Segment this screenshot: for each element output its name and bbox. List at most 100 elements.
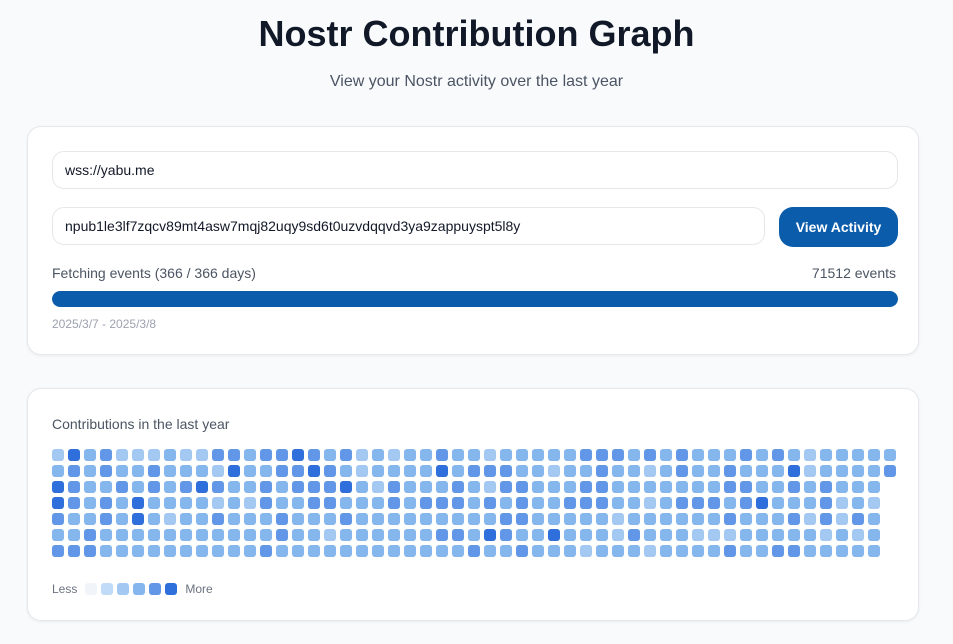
contribution-cell[interactable] [804, 513, 816, 525]
contribution-cell[interactable] [244, 529, 256, 541]
contribution-cell[interactable] [260, 481, 272, 493]
contribution-cell[interactable] [500, 545, 512, 557]
contribution-cell[interactable] [740, 449, 752, 461]
contribution-cell[interactable] [148, 529, 160, 541]
contribution-cell[interactable] [100, 449, 112, 461]
contribution-cell[interactable] [164, 449, 176, 461]
contribution-cell[interactable] [116, 497, 128, 509]
contribution-cell[interactable] [468, 497, 480, 509]
contribution-cell[interactable] [852, 481, 864, 493]
contribution-cell[interactable] [148, 449, 160, 461]
contribution-cell[interactable] [308, 449, 320, 461]
contribution-cell[interactable] [548, 465, 560, 477]
contribution-cell[interactable] [308, 481, 320, 493]
contribution-cell[interactable] [484, 545, 496, 557]
contribution-cell[interactable] [836, 449, 848, 461]
contribution-cell[interactable] [372, 529, 384, 541]
contribution-cell[interactable] [548, 513, 560, 525]
contribution-cell[interactable] [404, 545, 416, 557]
contribution-cell[interactable] [292, 513, 304, 525]
contribution-cell[interactable] [228, 465, 240, 477]
contribution-cell[interactable] [196, 545, 208, 557]
contribution-cell[interactable] [516, 545, 528, 557]
contribution-cell[interactable] [148, 545, 160, 557]
contribution-cell[interactable] [868, 545, 880, 557]
contribution-cell[interactable] [52, 545, 64, 557]
contribution-cell[interactable] [132, 465, 144, 477]
contribution-cell[interactable] [84, 449, 96, 461]
relay-url-input[interactable] [52, 151, 898, 189]
contribution-cell[interactable] [116, 513, 128, 525]
contribution-cell[interactable] [852, 529, 864, 541]
contribution-cell[interactable] [404, 529, 416, 541]
contribution-cell[interactable] [164, 465, 176, 477]
contribution-cell[interactable] [516, 513, 528, 525]
contribution-cell[interactable] [724, 545, 736, 557]
contribution-cell[interactable] [676, 449, 688, 461]
contribution-cell[interactable] [68, 497, 80, 509]
contribution-cell[interactable] [68, 513, 80, 525]
npub-input[interactable] [52, 207, 765, 245]
contribution-cell[interactable] [340, 529, 352, 541]
contribution-cell[interactable] [788, 449, 800, 461]
contribution-cell[interactable] [468, 529, 480, 541]
contribution-cell[interactable] [436, 449, 448, 461]
contribution-cell[interactable] [836, 529, 848, 541]
contribution-cell[interactable] [436, 481, 448, 493]
contribution-cell[interactable] [788, 465, 800, 477]
contribution-cell[interactable] [468, 545, 480, 557]
contribution-cell[interactable] [820, 513, 832, 525]
contribution-cell[interactable] [244, 513, 256, 525]
contribution-cell[interactable] [516, 529, 528, 541]
contribution-cell[interactable] [244, 465, 256, 477]
contribution-cell[interactable] [84, 529, 96, 541]
contribution-cell[interactable] [484, 513, 496, 525]
contribution-cell[interactable] [708, 513, 720, 525]
contribution-cell[interactable] [260, 465, 272, 477]
contribution-cell[interactable] [852, 545, 864, 557]
contribution-cell[interactable] [788, 497, 800, 509]
contribution-cell[interactable] [692, 545, 704, 557]
contribution-cell[interactable] [340, 465, 352, 477]
contribution-cell[interactable] [260, 513, 272, 525]
contribution-cell[interactable] [612, 529, 624, 541]
contribution-cell[interactable] [84, 497, 96, 509]
contribution-cell[interactable] [676, 513, 688, 525]
contribution-cell[interactable] [708, 529, 720, 541]
contribution-cell[interactable] [612, 449, 624, 461]
contribution-cell[interactable] [804, 529, 816, 541]
contribution-cell[interactable] [580, 529, 592, 541]
contribution-cell[interactable] [532, 529, 544, 541]
contribution-cell[interactable] [276, 513, 288, 525]
contribution-cell[interactable] [740, 545, 752, 557]
contribution-cell[interactable] [212, 449, 224, 461]
contribution-cell[interactable] [676, 465, 688, 477]
contribution-cell[interactable] [276, 449, 288, 461]
contribution-cell[interactable] [372, 449, 384, 461]
contribution-cell[interactable] [868, 481, 880, 493]
contribution-cell[interactable] [516, 465, 528, 477]
contribution-cell[interactable] [676, 481, 688, 493]
contribution-cell[interactable] [356, 529, 368, 541]
contribution-cell[interactable] [212, 465, 224, 477]
contribution-cell[interactable] [580, 465, 592, 477]
contribution-cell[interactable] [660, 497, 672, 509]
contribution-cell[interactable] [212, 513, 224, 525]
contribution-cell[interactable] [868, 449, 880, 461]
contribution-cell[interactable] [676, 497, 688, 509]
contribution-cell[interactable] [116, 529, 128, 541]
contribution-cell[interactable] [628, 545, 640, 557]
contribution-cell[interactable] [708, 465, 720, 477]
contribution-cell[interactable] [52, 513, 64, 525]
contribution-cell[interactable] [564, 465, 576, 477]
contribution-cell[interactable] [452, 465, 464, 477]
contribution-cell[interactable] [804, 545, 816, 557]
contribution-cell[interactable] [404, 513, 416, 525]
contribution-cell[interactable] [292, 465, 304, 477]
contribution-cell[interactable] [532, 513, 544, 525]
contribution-cell[interactable] [756, 497, 768, 509]
contribution-cell[interactable] [276, 497, 288, 509]
contribution-cell[interactable] [148, 513, 160, 525]
contribution-cell[interactable] [52, 529, 64, 541]
contribution-cell[interactable] [84, 465, 96, 477]
